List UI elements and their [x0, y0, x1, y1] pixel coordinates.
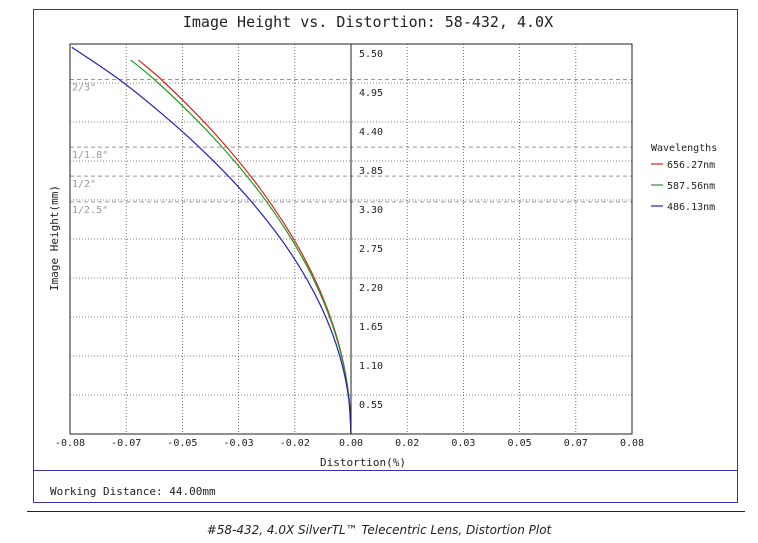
- plot-frame: [33, 9, 738, 503]
- x-tick-label: 0.03: [451, 438, 475, 449]
- sensor-label: 1/2.5": [72, 205, 108, 216]
- footer-separator: [33, 470, 738, 471]
- series-line: [71, 46, 352, 435]
- y-tick-label: 1.10: [359, 361, 383, 372]
- legend: Wavelengths 656.27nm 587.56nm 486.13nm: [651, 143, 717, 213]
- y-tick-label: 4.40: [359, 127, 383, 138]
- x-tick-label: 0.00: [339, 438, 363, 449]
- chart-title: Image Height vs. Distortion: 58-432, 4.0…: [183, 13, 553, 31]
- caption-rule: [27, 511, 745, 512]
- x-tick-label: -0.05: [167, 438, 197, 449]
- x-tick-label: -0.03: [224, 438, 254, 449]
- series-line: [138, 59, 352, 435]
- x-tick-label: -0.07: [111, 438, 141, 449]
- sensor-label: 1/1.8": [72, 150, 108, 161]
- x-tick-label: 0.02: [395, 438, 419, 449]
- series-line: [130, 59, 352, 435]
- x-tick-label: -0.02: [280, 438, 310, 449]
- y-tick-label: 2.20: [359, 283, 383, 294]
- y-tick-label: 0.55: [359, 400, 383, 411]
- y-tick-label: 4.95: [359, 88, 383, 99]
- y-tick-label: 3.30: [359, 205, 383, 216]
- series-lines: [71, 46, 352, 435]
- y-tick-label: 1.65: [359, 322, 383, 333]
- working-distance-label: Working Distance: 44.00mm: [50, 485, 216, 498]
- y-tick-label: 5.50: [359, 49, 383, 60]
- distortion-chart: Image Height vs. Distortion: 58-432, 4.0…: [48, 13, 717, 469]
- legend-entry: 656.27nm: [667, 160, 715, 171]
- sensor-label: 2/3": [72, 82, 96, 93]
- x-tick-label: 0.05: [508, 438, 532, 449]
- x-tick-label: 0.07: [564, 438, 588, 449]
- y-tick-label: 2.75: [359, 244, 383, 255]
- tick-labels: -0.08 -0.07 -0.05 -0.03 -0.02 0.00 0.02 0.03 0.0…: [55, 49, 644, 449]
- legend-entry: 486.13nm: [667, 202, 715, 213]
- legend-entry: 587.56nm: [667, 181, 715, 192]
- x-tick-label: 0.08: [620, 438, 644, 449]
- x-tick-label: -0.08: [55, 438, 85, 449]
- y-axis-label: Image Height(mm): [48, 185, 61, 291]
- legend-title: Wavelengths: [651, 143, 717, 154]
- figure-caption: #58-432, 4.0X SilverTL™ Telecentric Lens…: [206, 523, 552, 537]
- x-axis-label: Distortion(%): [320, 456, 406, 469]
- y-tick-label: 3.85: [359, 166, 383, 177]
- sensor-label: 1/2": [72, 179, 96, 190]
